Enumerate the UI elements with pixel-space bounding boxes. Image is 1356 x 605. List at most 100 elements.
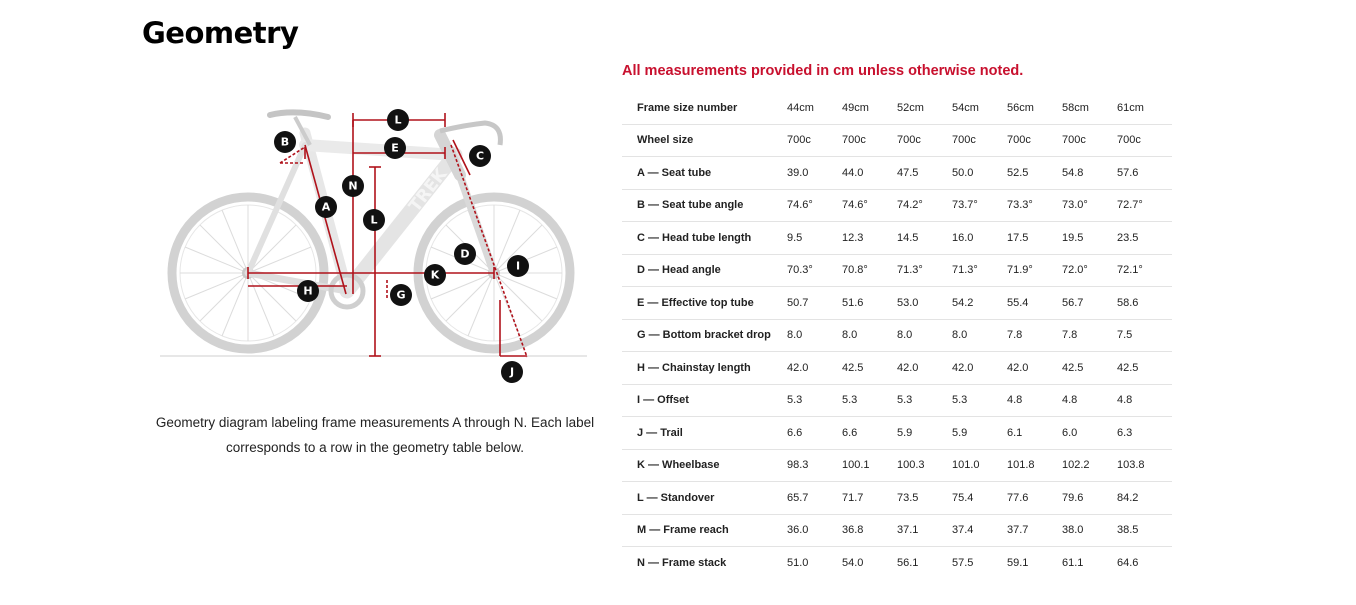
svg-text:G: G (396, 289, 405, 302)
value-cell: 53.0 (897, 286, 952, 320)
value-cell: 71.9° (1007, 254, 1062, 287)
size-header-cell: 58cm (1062, 92, 1117, 125)
size-header-cell: 61cm (1117, 92, 1172, 125)
label-m-marker: L (387, 109, 409, 131)
svg-text:E: E (391, 142, 399, 155)
value-cell: 8.0 (952, 319, 1007, 352)
value-cell: 42.5 (1062, 351, 1117, 385)
geometry-table: Frame size number 44cm 49cm 52cm 54cm 56cm 58c… (622, 92, 1172, 579)
value-cell: 72.7° (1117, 189, 1172, 222)
value-cell: 5.3 (842, 384, 897, 417)
value-cell: 17.5 (1007, 221, 1062, 255)
value-cell: 700c (1007, 124, 1062, 157)
bike-geometry-diagram: TREK L E B C N A L (155, 95, 595, 390)
value-cell: 72.1° (1117, 254, 1172, 287)
value-cell: 73.3° (1007, 189, 1062, 222)
row-label: A — Seat tube (622, 156, 787, 190)
value-cell: 700c (842, 124, 897, 157)
value-cell: 700c (952, 124, 1007, 157)
value-cell: 700c (1062, 124, 1117, 157)
bike-illustration: TREK L E B C N A L (160, 109, 587, 383)
value-cell: 59.1 (1007, 556, 1029, 569)
value-cell: 6.0 (1062, 416, 1117, 450)
value-cell: 7.8 (1007, 319, 1062, 352)
value-cell: 103.8 (1117, 449, 1172, 482)
value-cell: 700c (1117, 124, 1172, 157)
table-row: C — Head tube length 9.5 12.3 14.5 16.0 17.5 1… (622, 221, 1172, 255)
label-h-marker: H (297, 280, 319, 302)
value-cell: 4.8 (1007, 384, 1062, 417)
value-cell: 57.6 (1117, 156, 1172, 190)
value-cell: 77.6 (1007, 481, 1062, 515)
value-cell: 74.2° (897, 189, 952, 222)
label-c-marker: C (469, 145, 491, 167)
value-cell: 51.6 (842, 286, 897, 320)
table-row: Wheel size 700c 700c 700c 700c 700c 700c 700c (622, 124, 1172, 157)
label-i-marker: I (507, 255, 529, 277)
value-cell: 6.6 (842, 416, 897, 450)
value-cell: 42.0 (952, 351, 1007, 385)
value-cell: 56.1 (897, 556, 919, 569)
value-cell: 5.9 (897, 416, 952, 450)
row-label: L — Standover (622, 481, 787, 515)
value-cell: 71.3° (952, 254, 1007, 287)
value-cell: 8.0 (787, 319, 842, 352)
row-label: Wheel size (622, 124, 787, 157)
table-row: I — Offset 5.3 5.3 5.3 5.3 4.8 4.8 4.8 (622, 384, 1172, 417)
table-row: A — Seat tube 39.0 44.0 47.5 50.0 52.5 54.8 57.… (622, 156, 1172, 190)
value-cell: 57.5 (952, 556, 974, 569)
value-cell: 6.1 (1007, 416, 1062, 450)
value-cell: 54.8 (1062, 156, 1117, 190)
table-row: E — Effective top tube 50.7 51.6 53.0 54.2 55… (622, 286, 1172, 320)
value-cell: 8.0 (897, 319, 952, 352)
value-cell: 100.1 (842, 449, 897, 482)
value-cell: 47.5 (897, 156, 952, 190)
table-row: D — Head angle 70.3° 70.8° 71.3° 71.3° 71.9° 7… (622, 254, 1172, 287)
row-label: N — Frame stack (637, 556, 727, 569)
table-row: H — Chainstay length 42.0 42.5 42.0 42.0 42.0… (622, 351, 1172, 385)
value-cell: 54.2 (952, 286, 1007, 320)
row-label: J — Trail (622, 416, 787, 450)
row-label: C — Head tube length (622, 221, 787, 255)
table-row: L — Standover 65.7 71.7 73.5 75.4 77.6 79.6 84.… (622, 481, 1172, 515)
value-cell: 37.1 (897, 514, 952, 547)
svg-text:I: I (516, 260, 520, 273)
value-cell: 38.0 (1062, 514, 1117, 547)
value-cell: 5.9 (952, 416, 1007, 450)
table-row: B — Seat tube angle 74.6° 74.6° 74.2° 73.7° 7… (622, 189, 1172, 222)
value-cell: 51.0 (787, 556, 809, 569)
table-row: J — Trail 6.6 6.6 5.9 5.9 6.1 6.0 6.3 (622, 416, 1172, 450)
label-j-marker: J (501, 361, 523, 383)
value-cell: 73.0° (1062, 189, 1117, 222)
svg-text:D: D (460, 248, 469, 261)
value-cell: 58.6 (1117, 286, 1172, 320)
value-cell: 7.5 (1117, 319, 1172, 352)
svg-text:K: K (431, 269, 440, 282)
row-label: B — Seat tube angle (622, 189, 787, 222)
value-cell: 6.3 (1117, 416, 1172, 450)
size-header-cell: 54cm (952, 92, 1007, 125)
value-cell: 39.0 (787, 156, 842, 190)
value-cell: 36.8 (842, 514, 897, 547)
label-l-marker: L (363, 209, 385, 231)
svg-text:J: J (509, 366, 514, 379)
value-cell: 44.0 (842, 156, 897, 190)
value-cell: 70.3° (787, 254, 842, 287)
diagram-caption: Geometry diagram labeling frame measurem… (155, 415, 595, 455)
value-cell: 5.3 (952, 384, 1007, 417)
page-title: Geometry (142, 16, 299, 50)
value-cell: 42.5 (842, 351, 897, 385)
value-cell: 42.0 (897, 351, 952, 385)
row-label: D — Head angle (622, 254, 787, 287)
value-cell: 37.4 (952, 514, 1007, 547)
value-cell: 100.3 (897, 449, 952, 482)
table-row: G — Bottom bracket drop 8.0 8.0 8.0 8.0 7.8 7.… (622, 319, 1172, 352)
svg-text:A: A (322, 201, 331, 214)
size-header-cell: 44cm (787, 92, 842, 125)
value-cell: 6.6 (787, 416, 842, 450)
value-cell: 42.5 (1117, 351, 1172, 385)
value-cell: 16.0 (952, 221, 1007, 255)
size-header-cell: 56cm (1007, 92, 1062, 125)
value-cell: 700c (897, 124, 952, 157)
value-cell: 50.0 (952, 156, 1007, 190)
